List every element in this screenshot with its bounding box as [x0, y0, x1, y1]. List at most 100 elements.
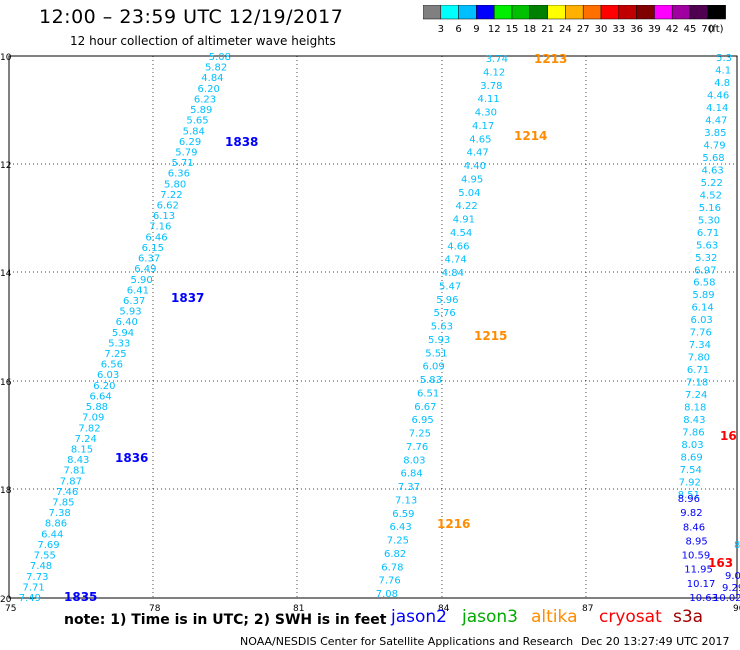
wave-height-value: 5.3: [716, 53, 732, 64]
scale-label: 27: [577, 24, 590, 35]
wave-height-value: 3.78: [480, 81, 502, 92]
wave-height-value: 5.89: [692, 290, 714, 301]
wave-height-value: 6.97: [694, 265, 716, 276]
longitude-tick-label: 78: [149, 604, 161, 614]
wave-height-value: 10.63: [689, 593, 718, 604]
wave-height-value: 4.84: [201, 73, 223, 84]
wave-height-value: 5.30: [698, 215, 720, 226]
longitude-tick-label: 90: [733, 604, 740, 614]
wave-height-value: 7.37: [398, 482, 420, 493]
wave-height-value: 7.54: [680, 465, 702, 476]
chart-title: 12:00 – 23:59 UTC 12/19/2017: [39, 6, 344, 28]
wave-height-value: 5.83: [420, 375, 442, 386]
latitude-tick-label: 12: [0, 161, 11, 171]
wave-height-value: 7.76: [406, 442, 428, 453]
wave-height-value: 4.14: [706, 103, 728, 114]
wave-height-value: 9.82: [680, 508, 702, 519]
scale-label: 33: [612, 24, 625, 35]
altimeter-track: 3.74 4.12 3.78 4.11 4.30 4.17 4.65 4.47 4.40 4.95…: [376, 54, 508, 600]
edge-wave-height-value: 9.0: [725, 571, 740, 582]
scale-label: 3: [438, 24, 444, 35]
scale-label: 6: [455, 24, 461, 35]
wave-height-value: 7.38: [49, 508, 71, 519]
wave-height-value: 8.18: [684, 403, 706, 414]
edge-wave-height-value: 10.02: [713, 593, 740, 604]
orbit-number-label: 1214: [514, 129, 547, 143]
wave-height-value: 8.46: [683, 522, 705, 533]
scale-label: 21: [541, 24, 554, 35]
wave-height-value: 7.13: [395, 495, 417, 506]
altimeter-track: 8.96 9.82 8.46 8.95 10.59 11.95 10.17 10.63: [678, 494, 718, 604]
longitude-tick-label: 84: [438, 604, 450, 614]
wave-height-value: 8.43: [683, 415, 705, 426]
scale-label: 24: [559, 24, 572, 35]
orbit-number-label: 1216: [437, 517, 470, 531]
scale-label: 36: [630, 24, 643, 35]
wave-height-value: 5.51: [425, 348, 447, 359]
wave-height-value: 7.25: [387, 536, 409, 547]
legend-jason2: jason2: [391, 607, 447, 627]
wave-height-value: 8.43: [67, 455, 89, 466]
orbit-number-label: 1837: [171, 291, 204, 305]
wave-height-value: 7.85: [52, 498, 74, 509]
wave-height-value: 7.92: [679, 478, 701, 489]
wave-height-value: 5.32: [695, 253, 717, 264]
wave-height-value: 5.47: [439, 281, 461, 292]
latitude-tick-label: 20: [0, 595, 12, 605]
wave-height-value: 8.51: [678, 490, 700, 501]
latitude-tick-label: 16: [0, 378, 12, 388]
wave-height-value: 6.20: [198, 84, 220, 95]
wave-height-value: 4.84: [442, 268, 464, 279]
orbit-number-label: 1213: [534, 52, 567, 66]
wave-height-value: 5.22: [701, 178, 723, 189]
wave-height-value: 6.23: [194, 94, 216, 105]
wave-height-value: 7.80: [688, 353, 710, 364]
wave-height-value: 4.8: [714, 78, 730, 89]
wave-height-value: 6.95: [411, 415, 433, 426]
wave-height-value: 8.69: [680, 453, 702, 464]
orbit-number-label: 1835: [64, 590, 97, 604]
wave-height-value: 5.16: [699, 203, 721, 214]
chart-subtitle: 12 hour collection of altimeter wave hei…: [70, 34, 336, 48]
wave-height-value: 4.17: [472, 121, 494, 132]
wave-height-value: 7.46: [56, 487, 78, 498]
scale-label: 30: [595, 24, 608, 35]
scale-label: 12: [488, 24, 501, 35]
wave-height-value: 6.14: [691, 303, 713, 314]
wave-height-value: 7.76: [378, 576, 400, 587]
wave-height-value: 6.67: [414, 402, 436, 413]
wave-height-value: 5.90: [130, 275, 152, 286]
legend-cryosat: cryosat: [599, 607, 662, 627]
wave-height-value: 6.46: [145, 232, 167, 243]
wave-height-value: 7.69: [37, 540, 59, 551]
wave-height-value: 5.84: [183, 126, 205, 137]
wave-height-value: 5.76: [433, 308, 455, 319]
wave-height-value: 6.56: [101, 360, 123, 371]
wave-height-value: 7.81: [63, 466, 85, 477]
wave-height-value: 4.74: [444, 255, 466, 266]
wave-height-value: 8.03: [681, 440, 703, 451]
orbit-number-label: 1836: [115, 451, 148, 465]
wave-height-value: 6.78: [381, 562, 403, 573]
longitude-tick-label: 75: [5, 604, 16, 614]
wave-height-value: 7.71: [22, 582, 44, 593]
edge-wave-height-value: 9.29: [722, 583, 740, 594]
wave-height-value: 6.03: [691, 315, 713, 326]
wave-height-value: 7.08: [376, 589, 398, 600]
latitude-tick-label: 14: [0, 269, 12, 279]
wave-height-value: 4.63: [702, 165, 724, 176]
wave-height-value: 4.11: [477, 94, 499, 105]
wave-height-value: 4.12: [483, 67, 505, 78]
wave-height-value: 8.03: [403, 455, 425, 466]
orbit-number-label: 1838: [225, 135, 258, 149]
wave-height-value: 5.94: [112, 328, 134, 339]
wave-height-value: 6.51: [417, 388, 439, 399]
wave-height-value: 5.80: [164, 179, 186, 190]
orbit-number-label: 163: [708, 556, 733, 570]
orbit-number-label: 1215: [474, 329, 507, 343]
wave-height-value: 4.66: [447, 241, 469, 252]
wave-height-value: 6.13: [153, 211, 175, 222]
wave-height-value: 7.87: [60, 476, 82, 487]
wave-height-value: 5.65: [186, 116, 208, 127]
